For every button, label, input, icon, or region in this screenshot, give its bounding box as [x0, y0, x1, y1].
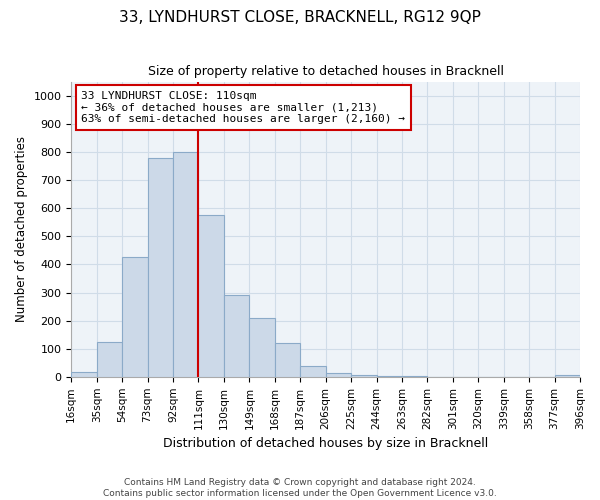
Text: Contains HM Land Registry data © Crown copyright and database right 2024.
Contai: Contains HM Land Registry data © Crown c… — [103, 478, 497, 498]
Bar — [71, 372, 97, 377]
Bar — [275, 343, 300, 377]
Bar — [402, 376, 427, 377]
Bar — [351, 374, 377, 377]
Title: Size of property relative to detached houses in Bracknell: Size of property relative to detached ho… — [148, 65, 503, 78]
Bar — [377, 376, 402, 377]
Bar — [326, 372, 351, 377]
Y-axis label: Number of detached properties: Number of detached properties — [15, 136, 28, 322]
Bar — [300, 366, 326, 377]
X-axis label: Distribution of detached houses by size in Bracknell: Distribution of detached houses by size … — [163, 437, 488, 450]
Bar — [97, 342, 122, 377]
Bar — [122, 258, 148, 377]
Bar — [250, 318, 275, 377]
Text: 33 LYNDHURST CLOSE: 110sqm
← 36% of detached houses are smaller (1,213)
63% of s: 33 LYNDHURST CLOSE: 110sqm ← 36% of deta… — [82, 91, 406, 124]
Bar — [148, 158, 173, 377]
Bar — [224, 296, 250, 377]
Bar — [554, 376, 580, 377]
Bar — [199, 216, 224, 377]
Text: 33, LYNDHURST CLOSE, BRACKNELL, RG12 9QP: 33, LYNDHURST CLOSE, BRACKNELL, RG12 9QP — [119, 10, 481, 25]
Bar — [173, 152, 199, 377]
